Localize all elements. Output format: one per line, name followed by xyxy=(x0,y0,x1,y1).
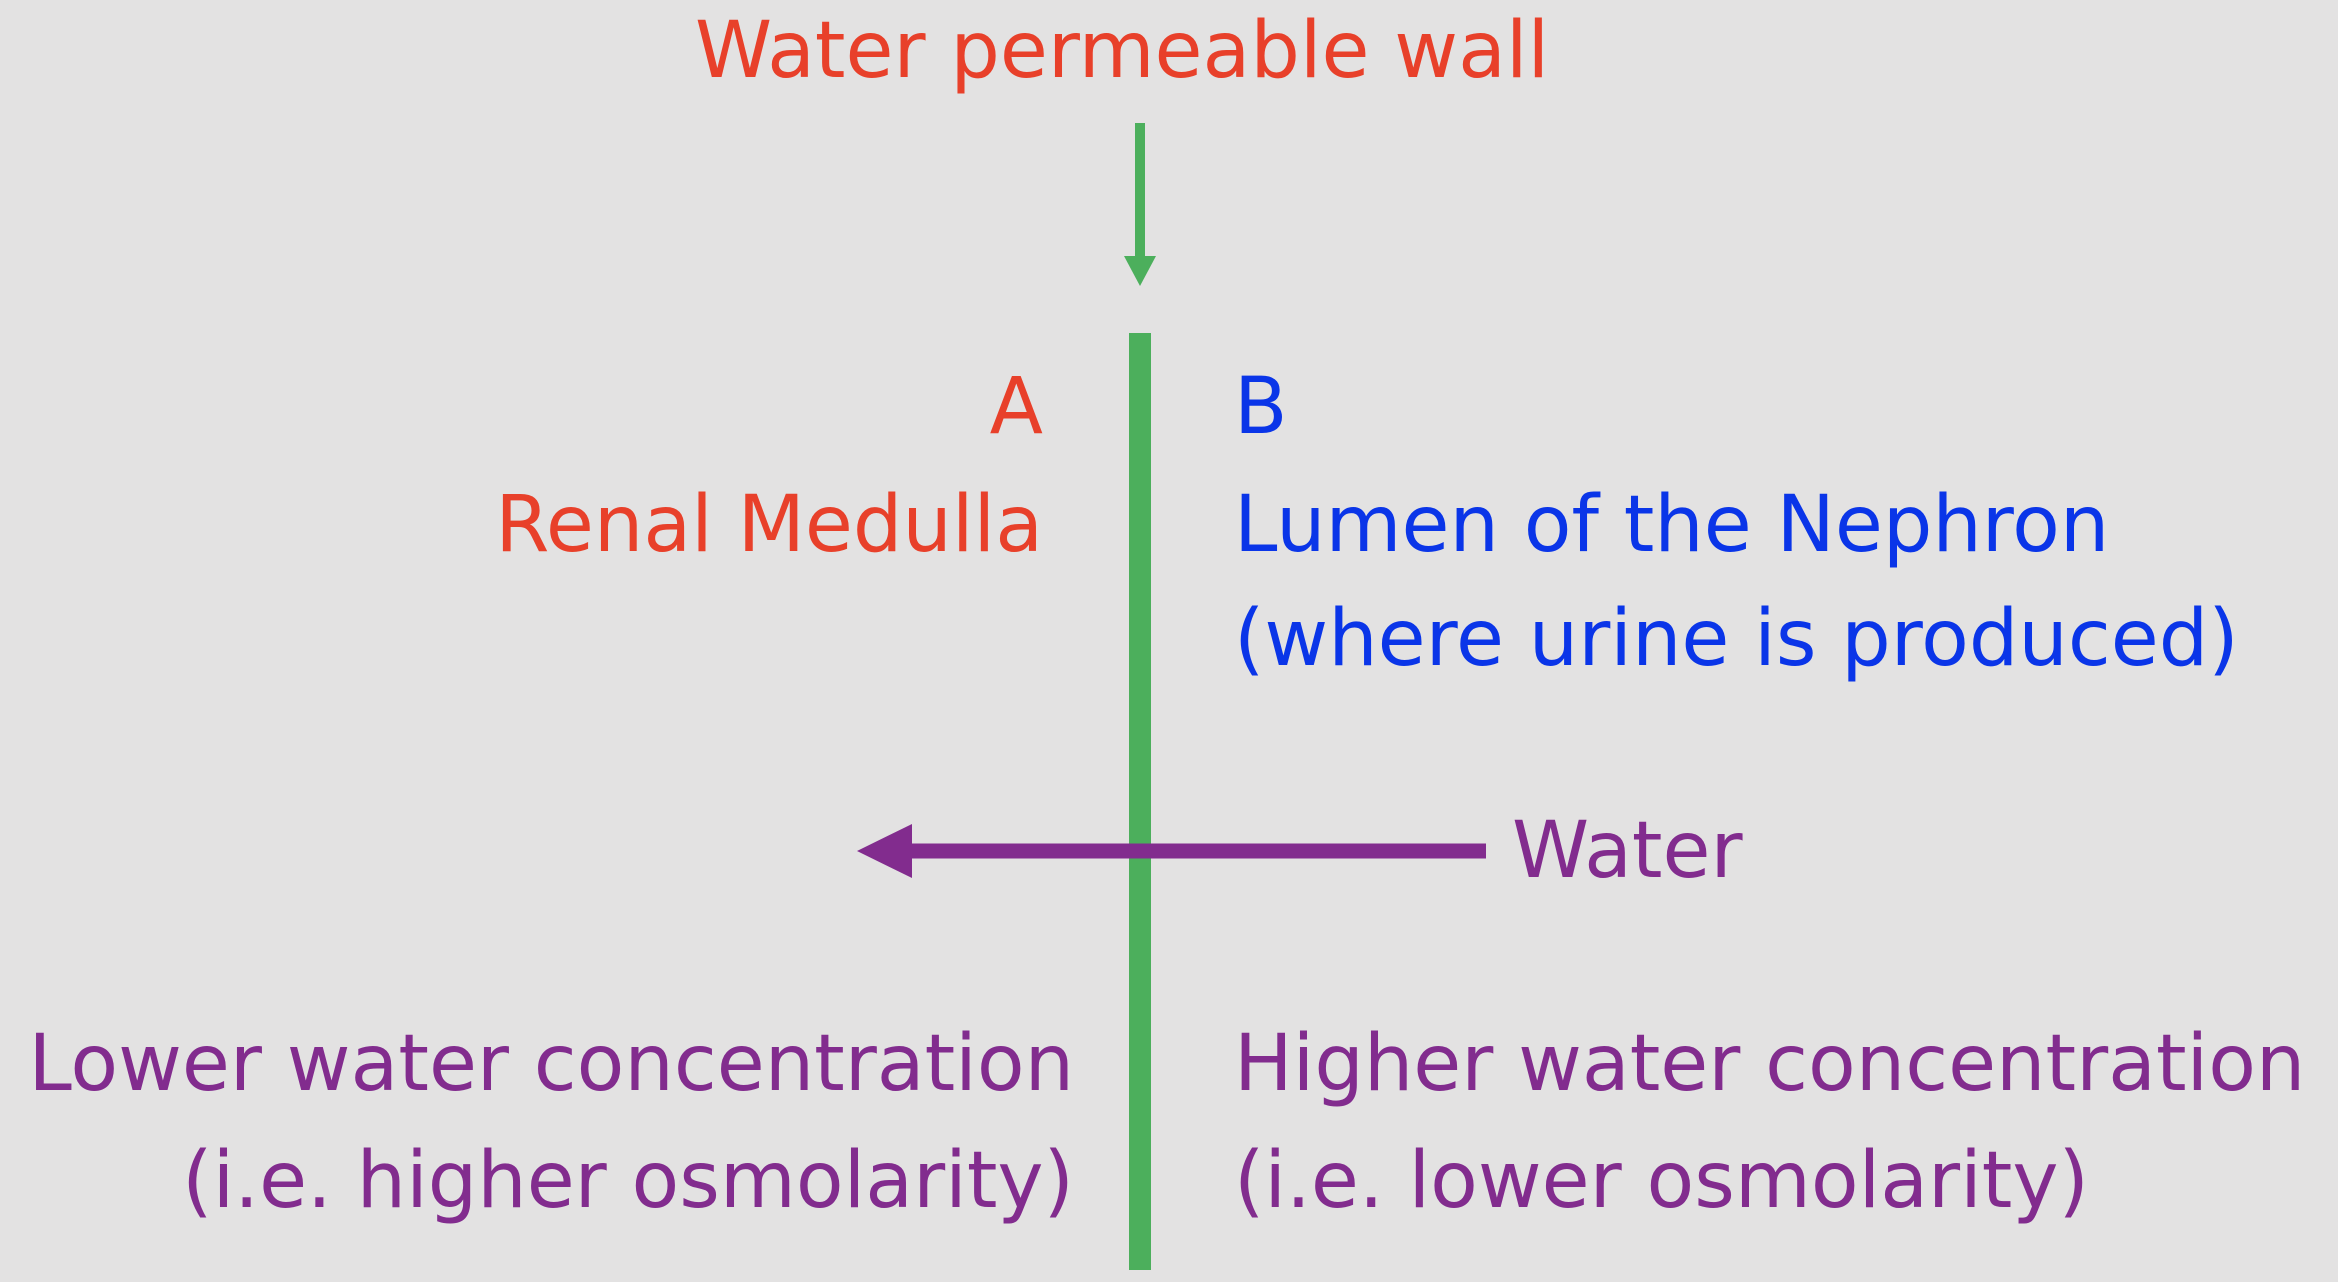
side-b-osmolarity: (i.e. lower osmolarity) xyxy=(1234,1136,2089,1226)
wall-pointer-arrow-head xyxy=(1124,256,1156,286)
water-permeable-wall xyxy=(1129,333,1151,1270)
side-b-description: (where urine is produced) xyxy=(1234,594,2239,684)
side-a-name: Renal Medulla xyxy=(495,480,1043,570)
side-b-concentration: Higher water concentration xyxy=(1234,1019,2306,1109)
water-flow-arrow-head xyxy=(857,824,912,878)
side-a-osmolarity: (i.e. higher osmolarity) xyxy=(182,1136,1074,1226)
diagram-title: Water permeable wall xyxy=(695,6,1550,96)
side-b-name: Lumen of the Nephron xyxy=(1234,480,2110,570)
side-b-letter: B xyxy=(1234,362,1288,452)
water-flow-label: Water xyxy=(1512,806,1743,896)
side-a-concentration: Lower water concentration xyxy=(28,1019,1074,1109)
side-a-letter: A xyxy=(989,362,1043,452)
